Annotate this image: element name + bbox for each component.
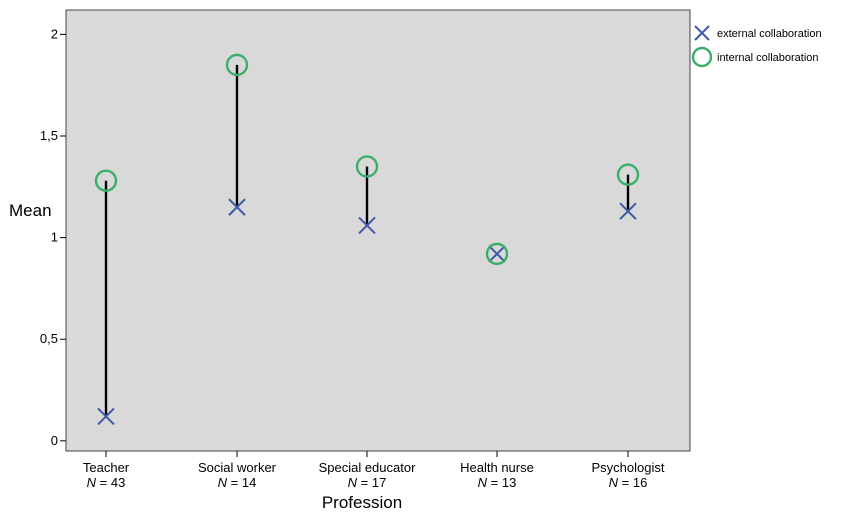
external-collaboration-marker	[488, 245, 506, 263]
x-sample-size-label: N = 14	[218, 475, 257, 490]
x-sample-size-label: N = 16	[609, 475, 648, 490]
x-axis-title: Profession	[322, 493, 402, 512]
internal-collaboration-marker	[225, 53, 249, 77]
y-tick-label: 2	[51, 26, 58, 41]
external-collaboration-marker	[619, 202, 637, 220]
internal-collaboration-marker	[485, 242, 509, 266]
x-category-label: Health nurse	[460, 460, 534, 475]
plot-area	[65, 9, 691, 452]
x-sample-size-label: N = 43	[87, 475, 126, 490]
y-tick-label: 0,5	[40, 331, 58, 346]
x-category-label: Special educator	[319, 460, 417, 475]
internal-collaboration-marker	[94, 169, 118, 192]
legend-external-label: external collaboration	[717, 28, 822, 40]
y-tick-label: 1	[51, 230, 58, 245]
legend-external-marker	[694, 25, 710, 41]
data-markers	[94, 53, 640, 426]
y-axis-title: Mean	[9, 201, 52, 220]
internal-collaboration-marker	[616, 163, 640, 186]
external-collaboration-marker	[228, 198, 246, 216]
x-category-label: Teacher	[83, 460, 130, 475]
internal-collaboration-marker	[355, 155, 379, 178]
y-tick-label: 0	[51, 433, 58, 448]
x-category-label: Psychologist	[592, 460, 665, 475]
legend-internal-label: internal collaboration	[717, 52, 819, 64]
x-sample-size-label: N = 17	[348, 475, 387, 490]
x-sample-size-label: N = 13	[478, 475, 517, 490]
y-axis: 0 0,5 1 1,5 2	[40, 26, 66, 448]
y-tick-label: 1,5	[40, 128, 58, 143]
external-collaboration-marker	[97, 407, 115, 426]
legend-internal-marker	[691, 46, 713, 68]
legend: external collaboration internal collabora…	[691, 25, 822, 68]
external-collaboration-marker	[358, 216, 376, 235]
x-category-label: Social worker	[198, 460, 277, 475]
